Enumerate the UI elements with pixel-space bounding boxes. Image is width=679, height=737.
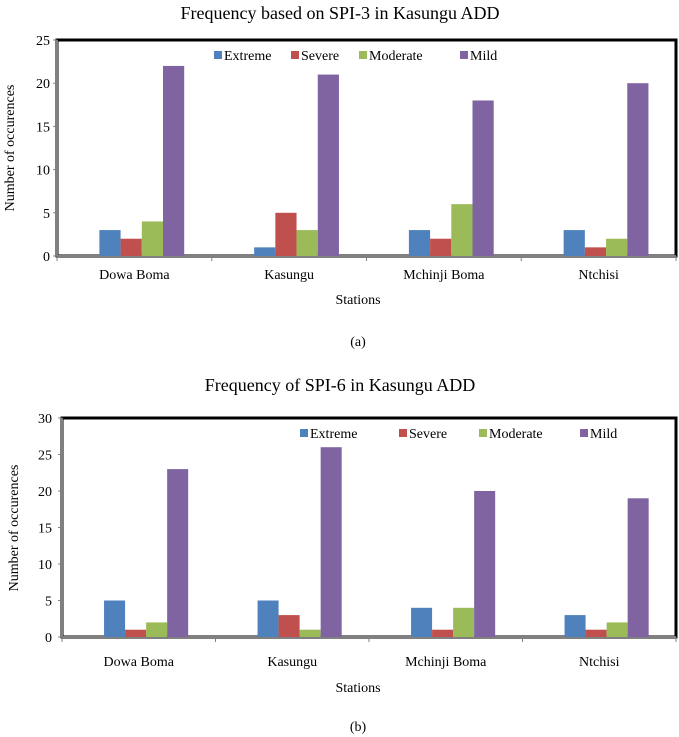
chart-b-category-label: Mchinji Boma	[405, 655, 487, 670]
chart-b-bar-extreme	[257, 600, 279, 637]
chart-a-bar-extreme	[563, 230, 585, 256]
chart-a-plot-frame	[55, 38, 678, 258]
chart-a-legend-label-moderate: Moderate	[369, 49, 423, 64]
chart-b-legend-label-severe: Severe	[409, 427, 447, 442]
chart-b-y-tick-label: 25	[38, 449, 52, 464]
chart-a-bar-extreme	[254, 247, 276, 256]
chart-b-legend-swatch-extreme	[300, 429, 308, 437]
chart-a-ylabel: Number of occurences	[3, 85, 18, 212]
chart-a-category-label: Mchinji Boma	[403, 268, 485, 283]
chart-a-legend-swatch-mild	[460, 51, 468, 59]
chart-a-category-label: Dowa Boma	[99, 268, 170, 283]
chart-b-bar-moderate	[299, 629, 321, 637]
chart-b-category-label: Ntchisi	[579, 655, 620, 670]
chart-b-bar-severe	[432, 629, 454, 637]
chart-b-bar-extreme	[564, 615, 586, 637]
chart-a-bar-mild	[162, 65, 185, 256]
chart-b-category-label: Kasungu	[267, 655, 317, 670]
chart-a: Frequency based on SPI-3 in Kasungu ADD …	[3, 3, 678, 350]
chart-b-y-tick-label: 30	[38, 412, 52, 427]
chart-b-y-tick-label: 5	[45, 595, 52, 610]
chart-a-bar-severe	[430, 238, 452, 256]
chart-b-bar-extreme	[411, 607, 433, 637]
chart-a-plot-area: 0 5 10 15 20 25 Dowa Boma Kasungu Mchinji Boma Nt…	[36, 34, 678, 283]
chart-b-legend-label-mild: Mild	[590, 427, 617, 442]
chart-a-y-tick-label: 25	[36, 34, 50, 49]
chart-b-legend-swatch-moderate	[479, 429, 487, 437]
chart-a-caption: (a)	[350, 335, 366, 350]
chart-a-bar-moderate	[296, 230, 318, 256]
chart-b-category-label: Dowa Boma	[104, 655, 175, 670]
chart-b: Frequency of SPI-6 in Kasungu ADD Number…	[7, 375, 678, 735]
chart-a-legend-label-extreme: Extreme	[224, 49, 271, 64]
chart-b-plot-frame	[60, 416, 678, 639]
chart-a-bar-moderate	[606, 238, 628, 256]
chart-b-bar-moderate	[453, 607, 475, 637]
chart-b-legend-label-moderate: Moderate	[489, 427, 543, 442]
chart-a-y-tick-label: 0	[43, 250, 50, 265]
chart-b-bar-severe	[585, 629, 607, 637]
chart-a-bar-extreme	[99, 230, 121, 256]
chart-a-bar-mild	[472, 100, 494, 256]
chart-a-legend-swatch-severe	[291, 51, 299, 59]
chart-b-caption: (b)	[350, 720, 367, 735]
chart-b-legend-swatch-mild	[580, 429, 588, 437]
chart-b-title: Frequency of SPI-6 in Kasungu ADD	[205, 375, 475, 395]
chart-b-plot-area: 0 5 10 15 20 25 30 Dowa Boma Kasungu Mchinji Boma…	[38, 412, 678, 670]
chart-b-bar-mild	[320, 447, 342, 637]
chart-b-y-tick-label: 20	[38, 485, 52, 500]
chart-a-bar-severe	[120, 238, 142, 256]
chart-b-bar-severe	[125, 629, 147, 637]
chart-b-legend-label-extreme: Extreme	[310, 427, 357, 442]
chart-a-bar-extreme	[408, 230, 431, 256]
chart-b-bar-severe	[278, 615, 300, 637]
chart-b-bar-moderate	[606, 622, 628, 637]
chart-a-bar-mild	[317, 74, 339, 256]
chart-a-y-tick-label: 5	[43, 207, 50, 222]
chart-b-xlabel: Stations	[335, 681, 380, 696]
chart-a-y-tick-label: 20	[36, 77, 50, 92]
chart-a-legend-swatch-moderate	[359, 51, 367, 59]
chart-a-title: Frequency based on SPI-3 in Kasungu ADD	[181, 3, 500, 23]
chart-b-y-tick-label: 15	[38, 522, 52, 537]
chart-b-legend-swatch-severe	[399, 429, 407, 437]
chart-a-category-label: Ntchisi	[578, 268, 619, 283]
chart-a-bar-moderate	[141, 221, 163, 256]
chart-a-bar-moderate	[451, 204, 473, 256]
chart-a-category-label: Kasungu	[264, 268, 314, 283]
chart-b-bar-extreme	[104, 600, 126, 637]
chart-a-bar-mild	[627, 83, 649, 256]
chart-b-bar-mild	[474, 491, 496, 637]
chart-a-y-tick-label: 15	[36, 120, 50, 135]
chart-a-y-tick-label: 10	[36, 164, 50, 179]
chart-b-bar-mild	[627, 498, 649, 637]
chart-a-bar-severe	[584, 247, 607, 256]
chart-a-legend-swatch-extreme	[214, 51, 222, 59]
chart-a-legend-label-severe: Severe	[301, 49, 339, 64]
chart-b-ylabel: Number of occurences	[7, 465, 22, 592]
chart-a-bar-severe	[275, 212, 297, 256]
chart-a-legend-label-mild: Mild	[470, 49, 497, 64]
chart-b-bar-moderate	[146, 622, 168, 637]
chart-b-y-tick-label: 10	[38, 558, 52, 573]
chart-a-xlabel: Stations	[335, 293, 380, 308]
chart-b-y-tick-label: 0	[45, 631, 52, 646]
chart-b-bar-mild	[167, 469, 189, 637]
